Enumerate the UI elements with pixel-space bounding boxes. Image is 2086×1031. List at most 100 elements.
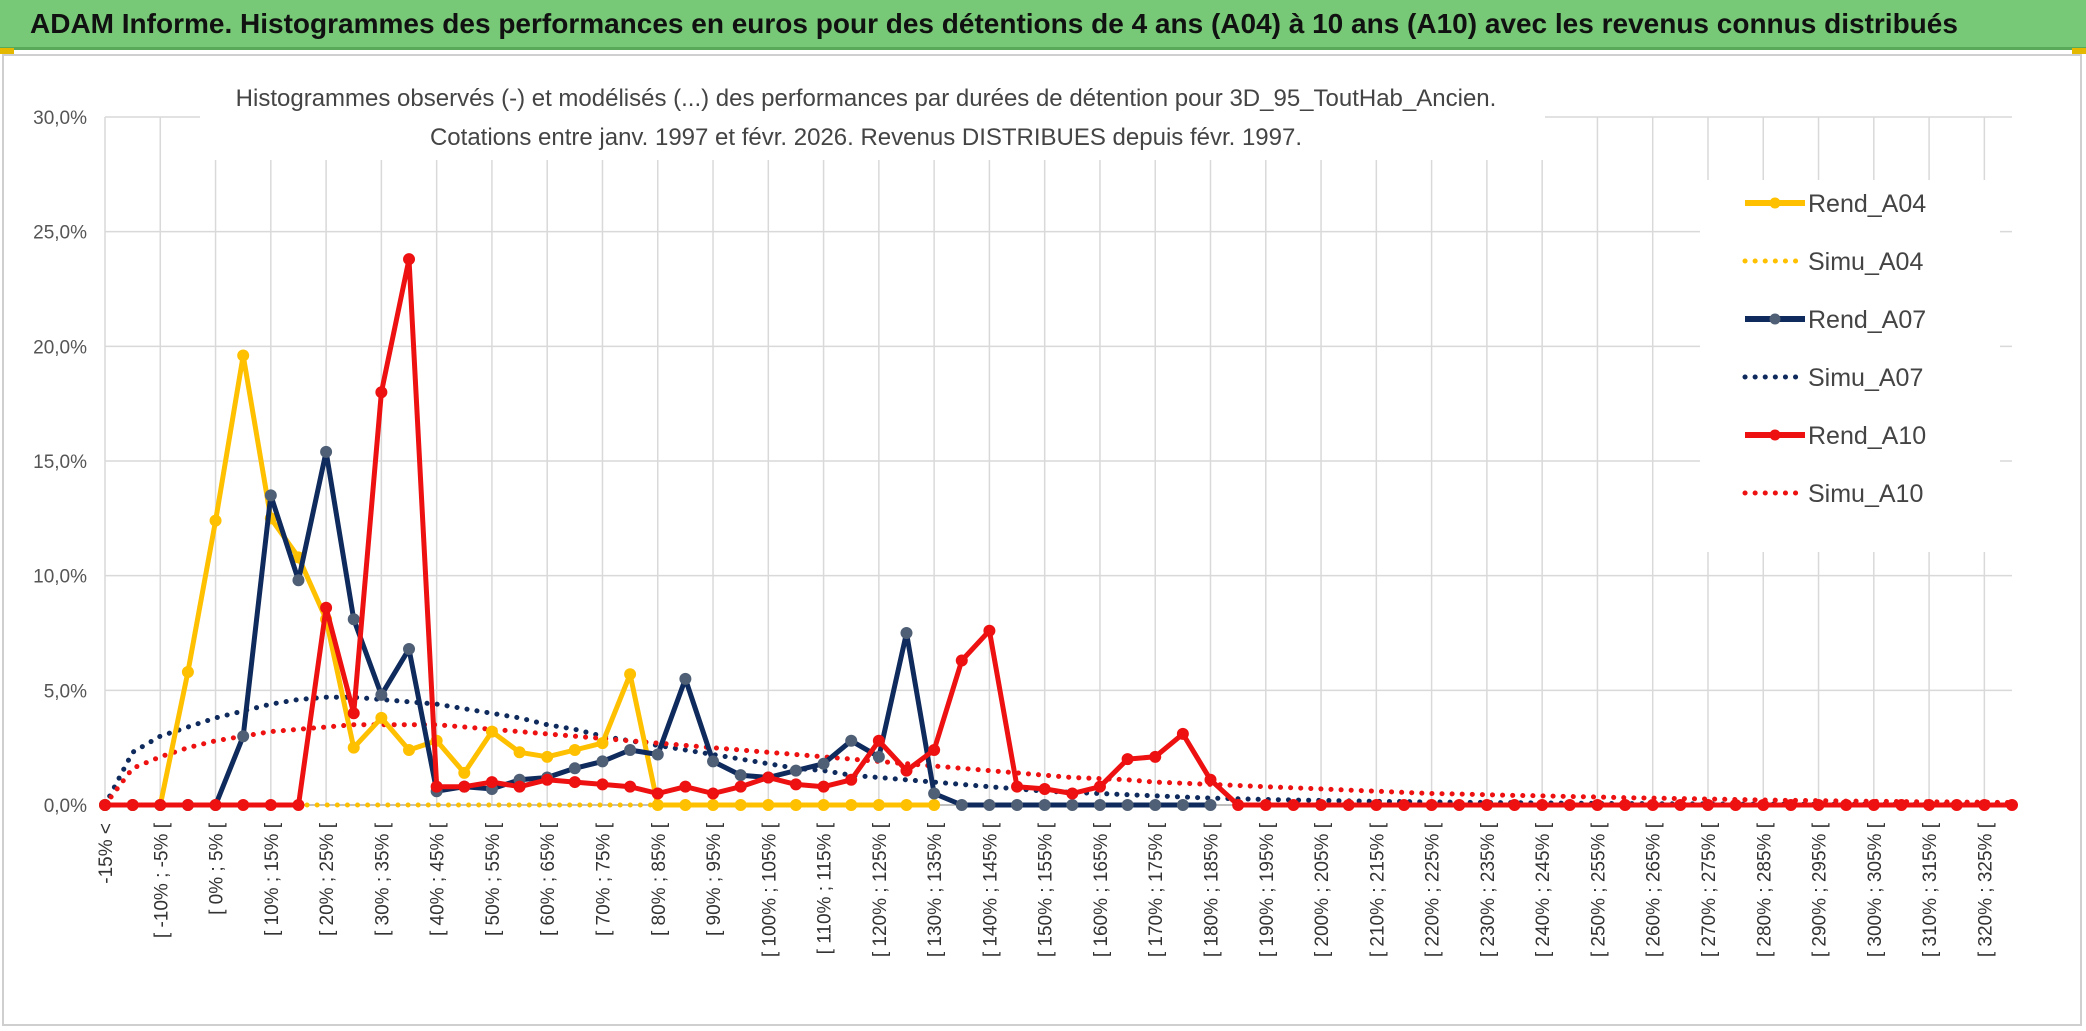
rend-a10-point xyxy=(1204,773,1217,786)
title-backdrop xyxy=(200,80,1545,160)
rend-a07-point xyxy=(1011,799,1024,811)
rend-a04-point xyxy=(403,743,416,756)
x-tick-label: [ 10% ; 15% [ xyxy=(262,822,283,936)
x-tick-label: [ 150% ; 155% [ xyxy=(1036,822,1057,957)
rend-a10-point xyxy=(983,624,996,637)
rend-a10-point xyxy=(403,253,416,266)
rend-a10-point xyxy=(1066,787,1079,800)
rend-a07-point xyxy=(596,755,609,768)
rend-a04-point xyxy=(734,799,747,811)
rend-a10-point xyxy=(1646,799,1659,811)
y-tick-label: 25,0% xyxy=(33,223,87,244)
x-tick-label: [ 180% ; 185% [ xyxy=(1202,822,1223,957)
x-tick-label: [ 200% ; 205% [ xyxy=(1312,822,1333,957)
rend-a10-point xyxy=(568,776,581,789)
rend-a07-point xyxy=(292,574,305,587)
rend-a10-point xyxy=(1425,799,1438,811)
x-tick-label: [ 240% ; 245% [ xyxy=(1533,822,1554,957)
rend-a04-point xyxy=(900,799,913,811)
rend-a10-point xyxy=(1259,799,1272,811)
rend-a10-point xyxy=(1923,799,1936,811)
x-tick-label: [ 260% ; 265% [ xyxy=(1644,822,1665,957)
rend-a10-point xyxy=(679,780,692,793)
x-tick-label: [ 120% ; 125% [ xyxy=(870,822,891,957)
rend-a10-point xyxy=(955,654,968,667)
x-tick-label: [ 220% ; 225% [ xyxy=(1423,822,1444,957)
rend-a04-point xyxy=(817,799,830,811)
x-tick-label: [ 140% ; 145% [ xyxy=(980,822,1001,957)
x-tick-label: [ 110% ; 115% [ xyxy=(815,822,836,954)
rend-a10-point xyxy=(928,743,941,756)
rend-a10-point xyxy=(1038,782,1051,795)
rend-a10-point xyxy=(375,386,388,399)
rend-a04-point xyxy=(845,799,858,811)
rend-a10-point xyxy=(1784,799,1797,811)
rend-a04-point xyxy=(458,766,471,779)
rend-a10-point xyxy=(1176,727,1189,740)
rend-a10-point xyxy=(2006,799,2018,811)
x-tick-label: [ 130% ; 135% [ xyxy=(925,822,946,957)
rend-a07-point xyxy=(679,672,692,685)
rend-a10-point xyxy=(1950,799,1963,811)
rend-a10-point xyxy=(1978,799,1991,811)
rend-a07-point xyxy=(1093,799,1106,811)
rend-a10-point xyxy=(99,799,111,811)
rend-a10-point xyxy=(1397,799,1410,811)
chart-title: Histogrammes observés (-) et modélisés (… xyxy=(236,85,1497,112)
rend-a10-point xyxy=(1563,799,1576,811)
x-tick-label: -15% < xyxy=(96,823,117,884)
x-tick-label: [ 100% ; 105% [ xyxy=(759,822,780,957)
rend-a10-point xyxy=(237,799,250,811)
rend-a10-point xyxy=(1840,799,1853,811)
x-tick-label: [ 190% ; 195% [ xyxy=(1257,822,1278,957)
rend-a04-point xyxy=(707,799,720,811)
x-tick-label: [ 290% ; 295% [ xyxy=(1810,822,1831,957)
rend-a10-point xyxy=(1812,799,1825,811)
rend-a10-point xyxy=(1121,753,1134,766)
rend-a10-point xyxy=(596,778,609,791)
rend-a10-point xyxy=(734,780,747,793)
rend-a07-point xyxy=(983,799,996,811)
rend-a04-point xyxy=(789,799,802,811)
series-layer xyxy=(99,253,2018,811)
rend-a10-point xyxy=(1674,799,1687,811)
rend-a04-line xyxy=(105,353,935,808)
rend-a10-point xyxy=(707,787,720,800)
rend-a10-point xyxy=(762,771,775,784)
rend-a10-point xyxy=(458,780,471,793)
rend-a10-point xyxy=(154,799,167,811)
rend-a10-point xyxy=(320,601,333,614)
rend-a07-point xyxy=(264,489,277,502)
rend-a07-point xyxy=(1149,799,1162,811)
x-tick-label: [ 300% ; 305% [ xyxy=(1865,822,1886,957)
rend-a10-point xyxy=(292,799,305,811)
corner-accent-right xyxy=(2072,48,2086,54)
y-tick-label: 5,0% xyxy=(44,681,87,702)
chart-frame xyxy=(2,54,2082,1026)
rend-a07-point xyxy=(1121,799,1134,811)
rend-a10-point xyxy=(1011,780,1024,793)
rend-a10-point xyxy=(1149,750,1162,763)
y-tick-label: 0,0% xyxy=(44,796,87,817)
rend-a04-point xyxy=(596,737,609,750)
x-tick-label: [ 250% ; 255% [ xyxy=(1588,822,1609,957)
rend-a10-point xyxy=(264,799,277,811)
rend-a10-point xyxy=(347,707,360,720)
rend-a07-point xyxy=(845,734,858,747)
x-tick-label: [ 40% ; 45% [ xyxy=(428,822,449,936)
rend-a07-point xyxy=(900,627,913,639)
x-tick-label: [ 310% ; 315% [ xyxy=(1920,822,1941,957)
rend-a10-point xyxy=(541,773,554,786)
rend-a07-point xyxy=(707,755,720,768)
rend-a10-point xyxy=(900,764,913,777)
rend-a07-point xyxy=(1176,799,1189,811)
legend-label-rend-a10: Rend_A10 xyxy=(1808,422,1926,450)
legend-label-rend-a07: Rend_A07 xyxy=(1808,306,1926,334)
rend-a10-point xyxy=(872,734,885,747)
report-title: ADAM Informe. Histogrammes des performan… xyxy=(30,8,1958,39)
rend-a10-point xyxy=(126,799,139,811)
rend-a04-point xyxy=(541,750,554,763)
rend-a10-point xyxy=(1729,799,1742,811)
x-tick-label: [ 230% ; 235% [ xyxy=(1478,822,1499,957)
